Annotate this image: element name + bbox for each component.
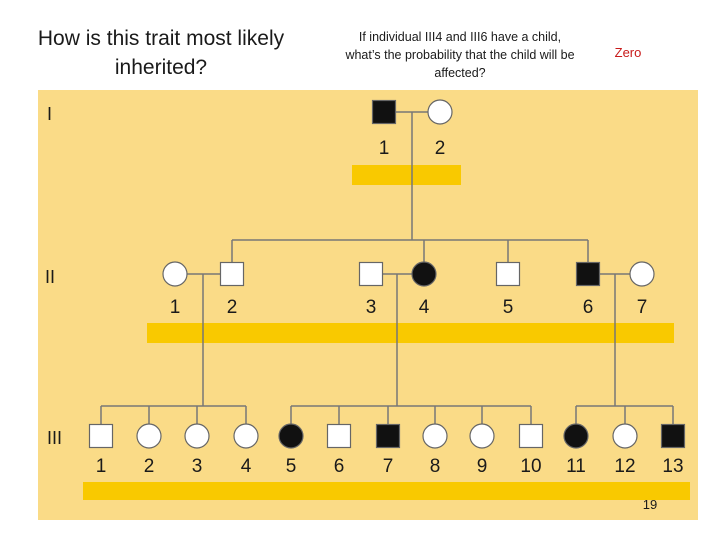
gen-3-individual-10-label: 10	[520, 456, 541, 477]
gen-1-individual-1-label: 1	[379, 138, 390, 159]
gen-3-individual-13-male-affected	[660, 423, 686, 449]
question-text: If individual III4 and III6 have a child…	[345, 30, 575, 80]
gen-2-individual-6-male-affected	[575, 261, 601, 287]
gen-2-individual-4-female-affected	[411, 261, 437, 287]
generation-label-3: III	[47, 428, 62, 448]
gen-3-individual-8-female-unaffected	[422, 423, 448, 449]
gen-3-individual-1-male-unaffected	[88, 423, 114, 449]
answer-text: Zero	[614, 45, 642, 60]
gen-2-individual-7-label: 7	[637, 297, 648, 318]
gen-3-individual-2-label: 2	[144, 456, 155, 477]
gen-3-individual-1-label: 1	[96, 456, 107, 477]
gen-3-individual-6-male-unaffected	[326, 423, 352, 449]
gen-2-individual-3-male-unaffected	[358, 261, 384, 287]
gen-2-individual-5-label: 5	[503, 297, 514, 318]
generation-label-2: II	[45, 267, 55, 287]
gen-3-drops	[100, 406, 674, 424]
gen-3-individual-9-label: 9	[477, 456, 488, 477]
gen-2-individual-5-male-unaffected	[495, 261, 521, 287]
pedigree-lines	[100, 111, 674, 424]
gen-3-individual-4-label: 4	[241, 456, 252, 477]
gen-3-individual-2-female-unaffected	[136, 423, 162, 449]
gen-3-individual-4-female-unaffected	[233, 423, 259, 449]
gen-3-individual-12-label: 12	[614, 456, 635, 477]
highlight-bar-gen-3	[83, 482, 690, 500]
gen-3-individual-7-male-affected	[375, 423, 401, 449]
individuals: 1 21 2 3 4 5 6 71 2 3 4 5 6 7 8 9 10 11 12 13	[88, 99, 686, 477]
highlight-bar-gen-1	[352, 165, 461, 185]
gen-3-individual-7-label: 7	[383, 456, 394, 477]
gen-2-individual-1-label: 1	[170, 297, 181, 318]
gen-2-individual-2-male-unaffected	[219, 261, 245, 287]
gen-3-individual-13-label: 13	[662, 456, 683, 477]
gen-1-individual-1-male-affected	[371, 99, 397, 125]
gen-3-individual-3-female-unaffected	[184, 423, 210, 449]
gen-2-individual-3-label: 3	[366, 297, 377, 318]
gen-3-individual-6-label: 6	[334, 456, 345, 477]
gen-3-individual-9-female-unaffected	[469, 423, 495, 449]
gen-3-individual-11-label: 11	[566, 456, 586, 477]
gen-1-individual-2-female-unaffected	[427, 99, 453, 125]
gen-2-individual-4-label: 4	[419, 297, 430, 318]
page-number: 19	[643, 497, 657, 512]
slide-title: How is this trait most likely inherited?	[37, 27, 285, 79]
gen-3-individual-11-female-affected	[563, 423, 589, 449]
gen-3-individual-8-label: 8	[430, 456, 441, 477]
gen-3-individual-10-male-unaffected	[518, 423, 544, 449]
gen-2-individual-7-female-unaffected	[629, 261, 655, 287]
gen-1-individual-2-label: 2	[435, 138, 446, 159]
gen-3-individual-5-label: 5	[286, 456, 297, 477]
gen-3-individual-3-label: 3	[192, 456, 203, 477]
generation-label-1: I	[47, 104, 52, 124]
gen-2-individual-6-label: 6	[583, 297, 594, 318]
gen-3-individual-12-female-unaffected	[612, 423, 638, 449]
gen-2-individual-2-label: 2	[227, 297, 238, 318]
gen-3-individual-5-female-affected	[278, 423, 304, 449]
gen-2-individual-1-female-unaffected	[162, 261, 188, 287]
highlight-bar-gen-2	[147, 323, 674, 343]
